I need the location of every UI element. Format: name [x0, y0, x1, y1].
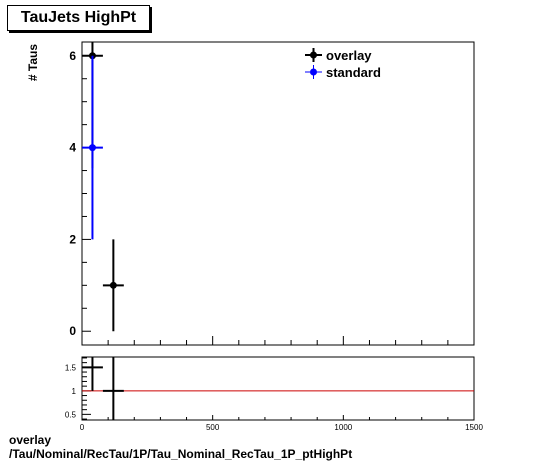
y-tick-label: 0.5 — [65, 410, 77, 419]
legend-label: standard — [326, 65, 381, 80]
plot-frame-1 — [81, 356, 475, 421]
y-tick-label: 1 — [72, 387, 77, 396]
footer-label: overlay — [9, 433, 52, 447]
chart-title: TauJets HighPt — [7, 5, 150, 31]
x-tick-label: 1000 — [334, 423, 352, 432]
legend-marker — [310, 51, 317, 59]
y-tick-label: 1.5 — [65, 363, 77, 372]
data-point — [109, 281, 117, 289]
legend-marker — [310, 68, 317, 76]
plot-frame-0 — [81, 41, 475, 346]
legend-label: overlay — [326, 48, 372, 63]
y-tick-label: 0 — [69, 324, 76, 338]
x-tick-label: 0 — [80, 423, 85, 432]
y-axis-label: # Taus — [26, 44, 40, 81]
data-point — [88, 144, 96, 152]
x-tick-label: 1500 — [465, 423, 483, 432]
y-tick-label: 4 — [69, 141, 76, 155]
y-tick-label: 2 — [69, 232, 76, 246]
series-group-0 — [82, 42, 124, 332]
footer-path: /Tau/Nominal/RecTau/1P/Tau_Nominal_RecTa… — [9, 447, 353, 461]
y-tick-label: 6 — [69, 49, 76, 63]
series-group-1 — [82, 357, 124, 420]
x-tick-label: 500 — [206, 423, 220, 432]
